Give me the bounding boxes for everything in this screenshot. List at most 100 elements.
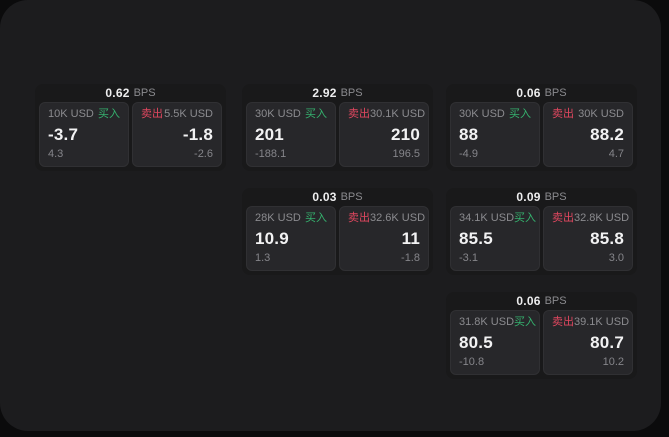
sell-change: -2.6 [194, 148, 213, 160]
bps-header: 0.03 BPS [246, 188, 429, 206]
bps-header: 0.06 BPS [450, 292, 633, 310]
buy-price: 85.5 [459, 229, 493, 248]
buy-price: -3.7 [48, 125, 79, 144]
buy-pane[interactable]: 31.8K USD 买入 80.5 -10.8 [450, 310, 540, 375]
buy-change: -10.8 [459, 356, 485, 368]
quote-card-body: 30K USD 买入 201 -188.1 卖出 30.1K USD 210 1… [246, 102, 429, 167]
sell-pane-header: 卖出 30.1K USD [348, 108, 425, 120]
bps-header: 0.06 BPS [450, 84, 633, 102]
quote-card-4: 0.03 BPS 28K USD 买入 10.9 1.3 卖出 32.6K US… [242, 188, 433, 275]
bps-unit-label: BPS [133, 87, 156, 99]
main-panel: 0.62 BPS 10K USD 买入 -3.7 4.3 卖出 5.5K USD… [0, 0, 661, 431]
quote-card-body: 34.1K USD 买入 85.5 -3.1 卖出 32.8K USD 85.8… [450, 206, 633, 271]
quote-card-body: 31.8K USD 买入 80.5 -10.8 卖出 39.1K USD 80.… [450, 310, 633, 375]
sell-pane-header: 卖出 30K USD [552, 109, 624, 120]
quote-card-2: 2.92 BPS 30K USD 买入 201 -188.1 卖出 30.1K … [242, 84, 433, 171]
sell-side-label: 卖出 [552, 316, 574, 328]
buy-pane-header: 34.1K USD 买入 [459, 212, 536, 224]
bps-value: 0.06 [516, 86, 541, 100]
sell-side-label: 卖出 [348, 212, 370, 224]
quote-card-body: 28K USD 买入 10.9 1.3 卖出 32.6K USD 11 -1.8 [246, 206, 429, 271]
bps-unit-label: BPS [340, 191, 363, 203]
buy-pane[interactable]: 30K USD 买入 88 -4.9 [450, 102, 540, 167]
buy-price: 80.5 [459, 333, 493, 352]
bps-unit-label: BPS [544, 295, 567, 307]
sell-size-label: 30K USD [578, 108, 624, 120]
buy-pane[interactable]: 10K USD 买入 -3.7 4.3 [39, 102, 129, 167]
sell-size-label: 32.8K USD [574, 212, 630, 224]
bps-value: 0.09 [516, 190, 541, 204]
sell-side-label: 卖出 [348, 108, 370, 120]
sell-change: -1.8 [401, 252, 420, 264]
buy-side-label: 买入 [305, 212, 327, 224]
buy-side-label: 买入 [305, 108, 327, 120]
sell-pane[interactable]: 卖出 30K USD 88.2 4.7 [543, 102, 633, 167]
buy-pane-header: 28K USD 买入 [255, 213, 327, 224]
buy-pane-header: 31.8K USD 买入 [459, 316, 536, 328]
buy-change: 1.3 [255, 252, 271, 264]
quote-card-body: 30K USD 买入 88 -4.9 卖出 30K USD 88.2 4.7 [450, 102, 633, 167]
sell-size-label: 39.1K USD [574, 316, 630, 328]
buy-pane-header: 30K USD 买入 [459, 109, 531, 120]
sell-change: 4.7 [608, 148, 624, 160]
buy-pane-header: 30K USD 买入 [255, 109, 327, 120]
sell-pane[interactable]: 卖出 5.5K USD -1.8 -2.6 [132, 102, 222, 167]
sell-pane[interactable]: 卖出 30.1K USD 210 196.5 [339, 102, 429, 167]
bps-value: 0.06 [516, 294, 541, 308]
bps-value: 0.03 [312, 190, 337, 204]
bps-unit-label: BPS [544, 87, 567, 99]
sell-pane-header: 卖出 32.6K USD [348, 212, 425, 224]
buy-pane-header: 10K USD 买入 [48, 109, 120, 120]
buy-price: 201 [255, 125, 284, 144]
buy-pane[interactable]: 30K USD 买入 201 -188.1 [246, 102, 336, 167]
quote-card-6: 0.06 BPS 31.8K USD 买入 80.5 -10.8 卖出 39.1… [446, 292, 637, 379]
sell-pane-header: 卖出 39.1K USD [552, 316, 629, 328]
bps-unit-label: BPS [544, 191, 567, 203]
quote-card-body: 10K USD 买入 -3.7 4.3 卖出 5.5K USD -1.8 -2.… [39, 102, 222, 167]
sell-price: 85.8 [590, 229, 624, 248]
buy-price: 88 [459, 125, 479, 144]
sell-pane-header: 卖出 32.8K USD [552, 212, 629, 224]
sell-side-label: 卖出 [141, 108, 163, 120]
buy-size-label: 30K USD [459, 108, 505, 120]
sell-change: 196.5 [392, 148, 420, 160]
sell-side-label: 卖出 [552, 212, 574, 224]
buy-change: -188.1 [255, 148, 287, 160]
buy-change: -4.9 [459, 148, 478, 160]
sell-size-label: 5.5K USD [164, 108, 213, 120]
buy-size-label: 28K USD [255, 212, 301, 224]
buy-pane[interactable]: 28K USD 买入 10.9 1.3 [246, 206, 336, 271]
bps-header: 0.09 BPS [450, 188, 633, 206]
sell-pane[interactable]: 卖出 32.8K USD 85.8 3.0 [543, 206, 633, 271]
buy-side-label: 买入 [514, 212, 537, 224]
buy-change: 4.3 [48, 148, 64, 160]
buy-side-label: 买入 [514, 316, 537, 328]
bps-value: 2.92 [312, 86, 337, 100]
quote-card-5: 0.09 BPS 34.1K USD 买入 85.5 -3.1 卖出 32.8K… [446, 188, 637, 275]
buy-side-label: 买入 [509, 108, 531, 120]
sell-price: 210 [391, 125, 420, 144]
buy-size-label: 30K USD [255, 108, 301, 120]
sell-change: 10.2 [602, 356, 624, 368]
buy-pane[interactable]: 34.1K USD 买入 85.5 -3.1 [450, 206, 540, 271]
bps-unit-label: BPS [340, 87, 363, 99]
buy-size-label: 31.8K USD [459, 316, 515, 328]
sell-side-label: 卖出 [552, 108, 574, 120]
sell-change: 3.0 [608, 252, 624, 264]
buy-change: -3.1 [459, 252, 478, 264]
quote-card-3: 0.06 BPS 30K USD 买入 88 -4.9 卖出 30K USD 8… [446, 84, 637, 171]
sell-pane[interactable]: 卖出 32.6K USD 11 -1.8 [339, 206, 429, 271]
buy-size-label: 34.1K USD [459, 212, 515, 224]
sell-price: 11 [401, 229, 420, 248]
bps-header: 0.62 BPS [39, 84, 222, 102]
bps-value: 0.62 [105, 86, 130, 100]
buy-price: 10.9 [255, 229, 289, 248]
sell-price: 80.7 [590, 333, 624, 352]
quote-card-1: 0.62 BPS 10K USD 买入 -3.7 4.3 卖出 5.5K USD… [35, 84, 226, 171]
buy-side-label: 买入 [98, 108, 120, 120]
sell-price: 88.2 [590, 125, 624, 144]
bps-header: 2.92 BPS [246, 84, 429, 102]
sell-pane[interactable]: 卖出 39.1K USD 80.7 10.2 [543, 310, 633, 375]
sell-price: -1.8 [182, 125, 213, 144]
sell-pane-header: 卖出 5.5K USD [141, 109, 213, 120]
